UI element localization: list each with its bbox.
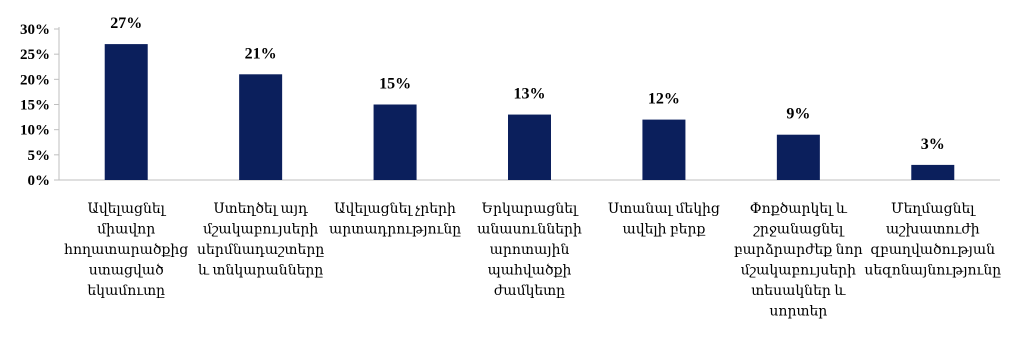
data-label: 12% <box>648 91 680 108</box>
category-label-line: և տնկարանները <box>198 264 323 279</box>
data-label: 21% <box>245 45 277 62</box>
category-label-line: եկամուտը <box>87 284 165 299</box>
data-label: 27% <box>110 15 142 32</box>
category-label-line: պահվածքի <box>488 263 572 279</box>
category-label: Ավելացնել չրերի արտադրությունը <box>329 202 461 238</box>
category-label: Փոքծարկել և շրջանացնել բարձրարժեք նոր մշակա… <box>734 201 863 320</box>
category-labels: Ավելացնել միավոր հողատարածքից ստացված եկամու… <box>64 201 1001 320</box>
bar <box>508 114 551 180</box>
y-tick-label: 10% <box>20 123 50 139</box>
category-label-line: Ավելացնել <box>87 202 166 217</box>
category-label: Ստանալ մեկից ավելի բերք <box>608 202 720 238</box>
bars <box>104 44 955 180</box>
category-label-line: ժամկետը <box>494 284 565 299</box>
y-tick-label: 20% <box>20 72 50 88</box>
category-label-line: միավոր <box>97 223 155 238</box>
category-label-line: Փոքծարկել և <box>750 201 848 217</box>
category-label-line: զբաղվածության <box>870 242 995 258</box>
y-tick-label: 5% <box>28 148 51 164</box>
y-tick-labels: 0% 5% 10% 15% 20% 25% 30% <box>20 22 59 189</box>
category-label-line: մշակաբույսերի <box>203 223 318 238</box>
category-label: Ստեղծել այդ մշակաբույսերի սերմնադաշտերը և տ… <box>197 201 324 279</box>
category-label-line: Ստանալ մեկից <box>608 202 720 217</box>
category-label: Երկարացնել անասունների արոտային պահվածքի ժամ… <box>477 202 582 299</box>
category-label-line: անասունների <box>477 223 582 238</box>
data-label: 3% <box>921 136 945 153</box>
y-tick-label: 0% <box>28 173 51 189</box>
category-label-line: բարձրարժեք նոր <box>734 242 863 258</box>
bar <box>104 44 148 180</box>
category-label-line: հողատարածքից <box>64 242 188 258</box>
category-label-line: Երկարացնել <box>482 202 579 217</box>
bar <box>911 164 955 180</box>
category-label-line: արտադրությունը <box>329 223 461 238</box>
category-label-line: Ավելացնել չրերի <box>334 202 456 217</box>
category-label-line: տեսակներ և <box>751 284 846 299</box>
category-label-line: արոտային <box>490 243 570 258</box>
category-label-line: ստացված <box>89 263 164 279</box>
bar <box>239 74 283 180</box>
y-tick-label: 25% <box>20 47 50 63</box>
y-tick-label: 30% <box>20 22 50 38</box>
category-label-line: մշակաբույսերի <box>741 264 856 279</box>
category-label-line: սորտեր <box>769 305 827 320</box>
data-label: 15% <box>379 76 411 93</box>
category-label-line: շրջանացնել <box>752 223 844 238</box>
bar <box>642 119 686 180</box>
category-label-line: աշխատուժի <box>886 223 980 238</box>
bar <box>373 104 417 180</box>
bar <box>776 134 820 180</box>
y-tick-label: 15% <box>20 98 50 114</box>
category-label-line: Մեղմացնել <box>891 202 976 217</box>
category-label-line: Ստեղծել այդ <box>213 201 308 217</box>
data-labels: 27% 21% 15% 13% 12% 9% 3% <box>110 15 945 153</box>
category-label-line: սեզոնայնությունը <box>864 264 1001 279</box>
category-label: Մեղմացնել աշխատուժի զբաղվածության սեզոնայնո… <box>864 202 1001 279</box>
category-label-line: ավելի բերք <box>622 223 705 238</box>
category-label-line: սերմնադաշտերը <box>197 243 324 258</box>
data-label: 13% <box>514 86 546 103</box>
category-label: Ավելացնել միավոր հողատարածքից ստացված եկամու… <box>64 202 188 299</box>
data-label: 9% <box>786 106 810 123</box>
